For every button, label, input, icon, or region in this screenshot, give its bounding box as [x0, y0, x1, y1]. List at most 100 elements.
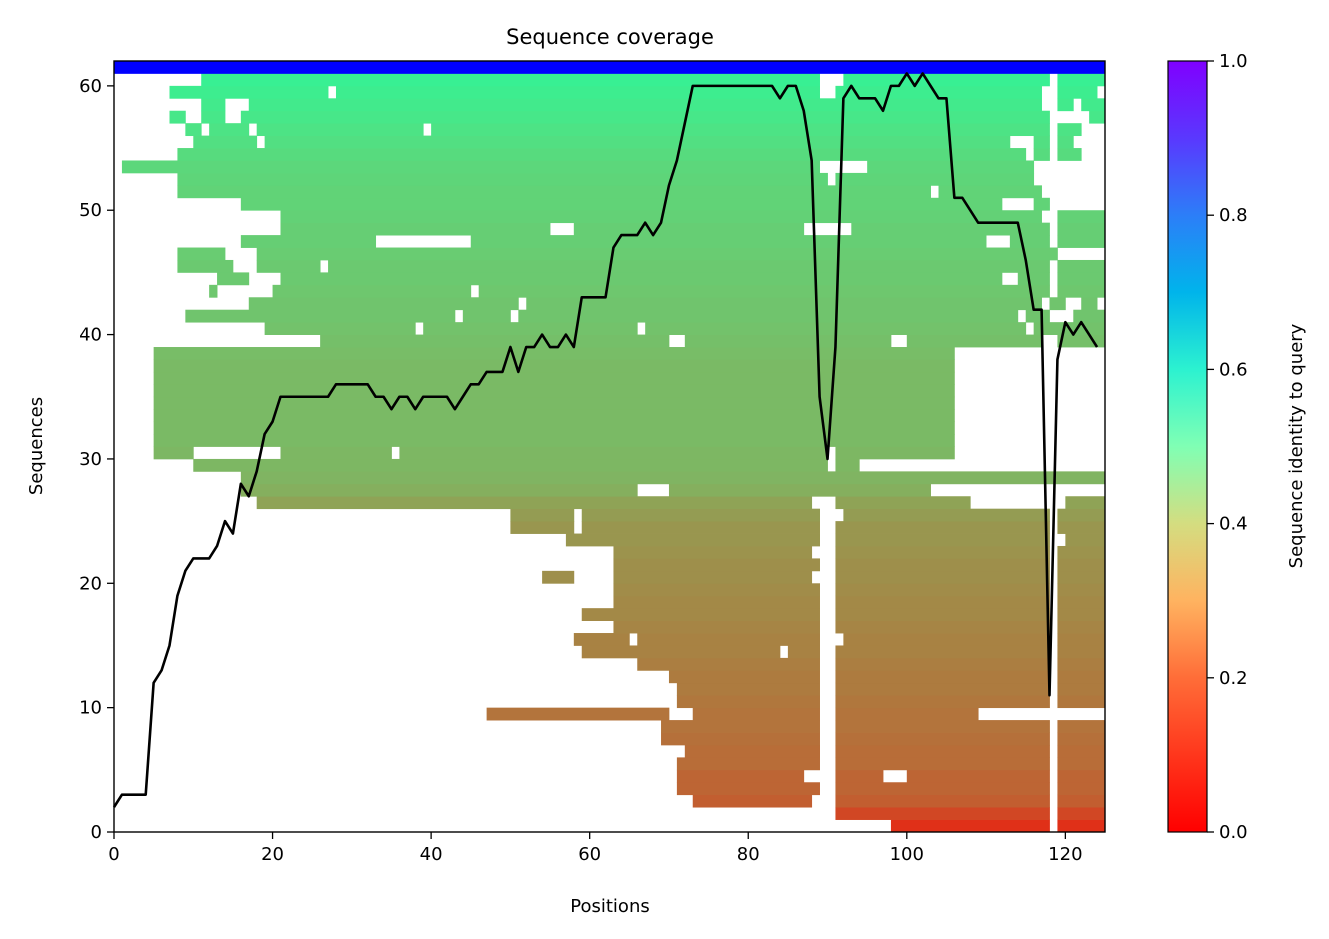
- heatmap-cell: [1033, 148, 1050, 161]
- heatmap-cell: [1057, 608, 1106, 621]
- x-tick-label: 60: [578, 844, 601, 865]
- heatmap-cell: [272, 284, 472, 298]
- heatmap-cell: [280, 272, 1003, 286]
- heatmap-cell: [668, 670, 820, 684]
- heatmap-cell: [835, 545, 1050, 559]
- colorbar-label: Sequence identity to query: [1286, 323, 1307, 568]
- heatmap-cell: [1017, 272, 1050, 286]
- heatmap-cell: [637, 657, 820, 671]
- heatmap-cell: [185, 123, 202, 137]
- heatmap-cell: [526, 297, 1042, 311]
- heatmap-cell: [423, 322, 638, 335]
- heatmap-cell: [177, 185, 931, 199]
- heatmap-cell: [256, 123, 424, 137]
- heatmap-cell: [835, 446, 955, 460]
- heatmap-cell: [843, 508, 1050, 522]
- heatmap-cell: [835, 757, 1050, 771]
- heatmap-cell: [1081, 297, 1098, 311]
- heatmap-cell: [835, 172, 1035, 186]
- heatmap-cell: [256, 259, 321, 273]
- heatmap-cell: [153, 409, 955, 423]
- coverage-line-layer: [112, 72, 1099, 808]
- heatmap-cell: [890, 819, 1050, 833]
- y-axis-label: Sequences: [26, 397, 47, 495]
- heatmap-cell: [169, 110, 186, 124]
- heatmap-cell: [573, 222, 805, 236]
- heatmap-cell: [1033, 135, 1050, 149]
- heatmap-cell: [1009, 235, 1050, 248]
- heatmap-cell: [676, 695, 820, 709]
- heatmap-cell: [169, 85, 329, 99]
- heatmap-cell: [240, 110, 1050, 124]
- heatmap-cell: [209, 123, 250, 137]
- y-tick-label: 50: [79, 200, 102, 221]
- heatmap-cell: [637, 633, 820, 646]
- heatmap-cell: [470, 235, 987, 248]
- heatmap-cell: [843, 633, 1050, 646]
- heatmap-cell: [193, 135, 258, 149]
- heatmap-cell: [256, 496, 813, 510]
- heatmap-cell: [1057, 135, 1074, 149]
- heatmap-cell: [661, 732, 820, 746]
- x-tick-label: 20: [261, 844, 284, 865]
- heatmap-cell: [835, 744, 1050, 758]
- heatmap-cell: [906, 769, 1050, 783]
- heatmap-cell: [835, 807, 1050, 820]
- heatmap-cell: [201, 110, 226, 124]
- heatmap-cell: [153, 359, 955, 373]
- heatmap-cell: [1057, 73, 1106, 87]
- heatmap-cell: [835, 707, 979, 721]
- heatmap-cell: [851, 222, 1050, 236]
- heatmap-cell: [248, 98, 1042, 112]
- heatmap-cell: [201, 73, 820, 87]
- colorbar-tick-label: 0.0: [1219, 822, 1248, 843]
- heatmap-cell: [1057, 583, 1106, 597]
- heatmap-cell: [153, 396, 955, 410]
- heatmap-cell: [835, 732, 1050, 746]
- heatmap-cell: [431, 123, 1050, 137]
- heatmap-cell: [684, 744, 820, 758]
- heatmap-cell: [1057, 645, 1106, 659]
- heatmap-cell: [328, 259, 1050, 273]
- colorbar-ticks: 0.0 0.2 0.4 0.6 0.8 1.0: [1207, 51, 1248, 843]
- heatmap-cell: [581, 508, 820, 522]
- heatmap-cell: [835, 570, 1050, 584]
- heatmap-cell: [1089, 110, 1106, 124]
- heatmap-cell: [153, 347, 955, 360]
- y-tick-label: 0: [91, 822, 102, 843]
- heatmap-cell: [676, 682, 820, 696]
- heatmap-cell: [510, 521, 575, 534]
- heatmap-cell: [399, 446, 828, 460]
- heatmap-cell: [177, 148, 1027, 161]
- heatmap-cell: [1057, 259, 1106, 273]
- y-tick-label: 10: [79, 698, 102, 719]
- heatmap-cell: [581, 645, 781, 659]
- heatmap-cell: [613, 545, 813, 559]
- heatmap-cell: [938, 185, 1042, 199]
- heatmap-cell: [486, 707, 670, 721]
- x-tick-label: 120: [1048, 844, 1082, 865]
- heatmap-cell: [1033, 197, 1050, 211]
- heatmap-cell: [121, 160, 820, 174]
- heatmap-cell: [1057, 682, 1106, 696]
- heatmap-cell: [1057, 720, 1106, 733]
- heatmap-cell: [565, 533, 820, 547]
- heatmap-cell: [1057, 657, 1106, 671]
- x-axis: 0 20 40 60 80 100 120: [108, 832, 1083, 865]
- heatmap-cell: [1057, 123, 1082, 137]
- heatmap-cell: [209, 284, 218, 298]
- colorbar-tick-label: 0.8: [1219, 205, 1248, 226]
- heatmap-cell: [1057, 272, 1106, 286]
- heatmap-cell: [1057, 558, 1106, 572]
- heatmap-cell: [692, 707, 820, 721]
- heatmap-cell: [153, 384, 955, 398]
- heatmap-cell: [676, 782, 820, 796]
- heatmap-cell: [1073, 309, 1106, 323]
- heatmap-cell: [335, 85, 820, 99]
- heatmap-cell: [613, 595, 820, 609]
- heatmap-cell: [217, 272, 250, 286]
- x-tick-label: 100: [890, 844, 924, 865]
- heatmap-cell: [1057, 508, 1106, 522]
- chart-title: Sequence coverage: [506, 25, 714, 49]
- heatmap-cell: [1057, 85, 1098, 99]
